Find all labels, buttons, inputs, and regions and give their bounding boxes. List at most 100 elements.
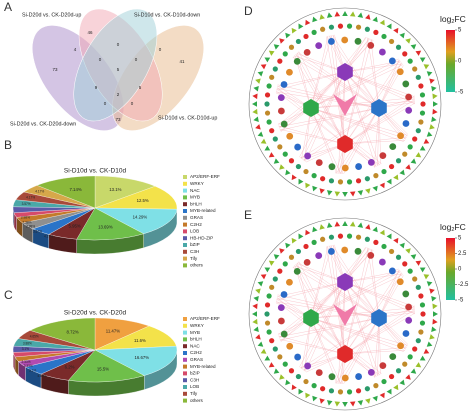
gene-node — [291, 384, 297, 391]
tf-node — [379, 152, 387, 159]
gene-node — [252, 311, 257, 317]
edge — [344, 270, 400, 355]
tf-node — [280, 291, 288, 298]
slice-label: 3.57% — [33, 230, 42, 234]
gene-node — [415, 362, 422, 368]
gene-node — [357, 12, 364, 18]
tf-node — [379, 362, 387, 369]
colorbar-title-part: 2 — [451, 227, 454, 233]
gene-node — [357, 190, 364, 196]
colorbar — [446, 30, 455, 92]
gene-node — [303, 33, 309, 40]
gene-node — [373, 173, 379, 179]
edge — [294, 265, 346, 283]
legend-swatch — [183, 317, 187, 321]
gene-node — [328, 24, 335, 30]
gene-node — [328, 234, 335, 240]
gene-node — [298, 233, 304, 240]
edge — [280, 107, 380, 131]
venn-count: 5 — [139, 85, 142, 90]
venn-count: 41 — [179, 59, 185, 64]
edge — [279, 339, 346, 355]
slice-label: 2.98% — [21, 216, 30, 220]
gene-node — [342, 402, 348, 407]
colorbar-tick-label: 0 — [458, 59, 462, 65]
gene-node — [326, 12, 333, 18]
legend-label: MYB-related — [190, 364, 216, 369]
gene-node — [386, 233, 392, 240]
venn-label: Si-D20d vs. CK-D20d-up — [22, 12, 81, 18]
slice-label: 13.1% — [109, 187, 121, 192]
gene-node — [320, 176, 326, 182]
chart-title: Si-D10d vs. CK-D10d — [64, 168, 127, 175]
edge — [310, 107, 338, 174]
gene-node — [393, 27, 399, 34]
gene-node — [257, 71, 264, 77]
tf-node — [280, 120, 288, 128]
edge — [276, 91, 380, 109]
slice-label: 2.33% — [24, 364, 33, 368]
gene-node — [395, 254, 402, 260]
tf-node — [397, 342, 404, 350]
gene-node — [418, 329, 424, 335]
gene-node — [407, 354, 413, 360]
gene-node — [279, 38, 285, 44]
gene-node — [381, 243, 387, 250]
gene-node — [272, 346, 278, 352]
gene-node — [388, 38, 395, 45]
gene-node — [399, 379, 405, 386]
gene-node — [311, 383, 317, 389]
gene-node — [268, 260, 275, 266]
edge — [300, 317, 380, 369]
tf-node — [277, 317, 285, 325]
edge — [344, 312, 416, 355]
edge — [336, 107, 380, 174]
legend-label: others — [190, 398, 203, 403]
edge — [378, 59, 400, 109]
pie-slice — [36, 175, 96, 209]
slice-label: 3.88% — [23, 341, 32, 345]
gene-node — [432, 108, 438, 115]
gene-node — [415, 338, 421, 344]
gene-node — [277, 354, 283, 360]
gene-node — [402, 151, 408, 157]
legend-swatch — [183, 243, 187, 247]
gene-node — [388, 248, 395, 255]
gene-node — [252, 318, 258, 325]
gene-node — [252, 101, 257, 107]
gene-node — [381, 33, 387, 40]
legend-swatch — [183, 249, 187, 254]
edge — [374, 107, 380, 168]
gene-node — [264, 267, 271, 273]
edge — [302, 71, 346, 160]
gene-node — [407, 144, 413, 150]
gene-node — [349, 401, 356, 407]
gene-node — [405, 38, 411, 44]
gene-node — [349, 191, 356, 197]
legend-label: MYB — [190, 330, 200, 335]
tf-node — [341, 374, 349, 382]
gene-node — [334, 221, 341, 227]
gene-node — [429, 334, 435, 340]
center-node — [333, 94, 357, 116]
gene-node — [298, 388, 304, 395]
edge — [344, 281, 415, 307]
legend-label: bHLH — [190, 337, 202, 342]
gene-node — [279, 164, 285, 170]
gene-node — [415, 50, 422, 56]
edge — [279, 129, 346, 145]
gene-node — [365, 14, 371, 20]
edge — [374, 317, 380, 378]
tf-node — [397, 132, 404, 140]
edge — [310, 307, 415, 319]
edge — [296, 263, 346, 283]
gene-node — [288, 368, 295, 374]
gene-node — [337, 23, 344, 29]
gene-node — [412, 276, 418, 282]
gene-node — [415, 260, 422, 266]
venn-count: 0 — [159, 47, 162, 52]
legend-label: MYB — [190, 195, 200, 200]
edge — [276, 300, 346, 355]
gene-node — [423, 64, 430, 70]
tf-node — [293, 58, 301, 65]
